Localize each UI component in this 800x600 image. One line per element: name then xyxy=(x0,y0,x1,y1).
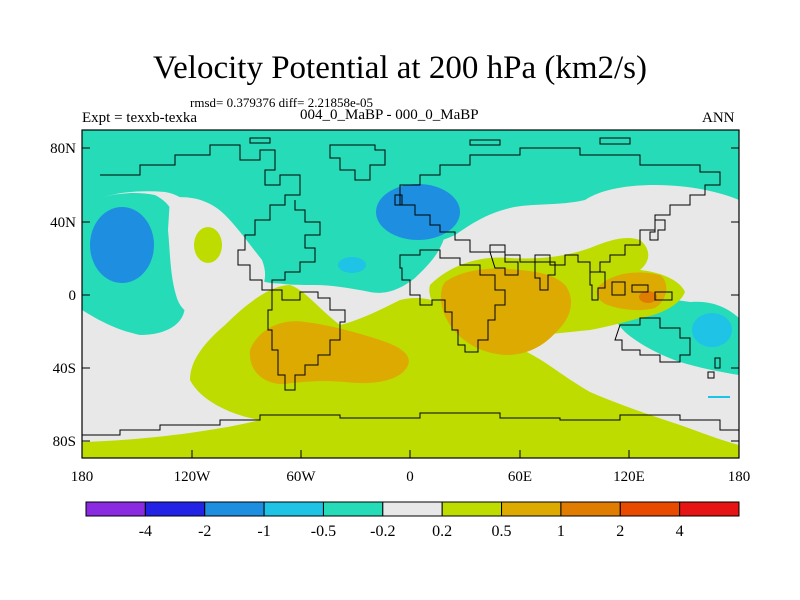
stats-text: rmsd= 0.379376 diff= 2.21858e-05 xyxy=(190,95,374,110)
plot-subtitle: 004_0_MaBP - 000_0_MaBP xyxy=(300,107,479,123)
colorbar-swatch xyxy=(382,501,443,517)
coast-arabia xyxy=(489,251,519,276)
colorbar-swatch xyxy=(204,501,265,517)
colorbar-swatch xyxy=(679,501,740,517)
field-yellowgreen-south xyxy=(82,285,739,458)
colorbar-label: 0.5 xyxy=(492,523,512,540)
lon-label: 120E xyxy=(613,469,645,485)
field-blue-europe xyxy=(376,184,460,240)
colorbar-label: 2 xyxy=(616,523,624,540)
colorbar-swatch xyxy=(144,501,206,517)
coast-north-america xyxy=(100,144,321,291)
colorbar-label: -4 xyxy=(139,523,152,540)
lat-label: 40N xyxy=(50,215,76,231)
colorbar-label: 1 xyxy=(557,523,565,540)
colorbar-swatch xyxy=(263,501,324,517)
season-label: ANN xyxy=(702,110,735,126)
coastlines xyxy=(82,137,739,436)
coast-australia xyxy=(614,317,691,363)
field-orange-africa xyxy=(440,268,572,355)
coast-maritime-3 xyxy=(654,291,673,301)
colorbar-labels: -4 -2 -1 -0.5 -0.2 0.2 0.5 1 2 4 xyxy=(139,523,684,540)
lat-label: 0 xyxy=(69,288,77,304)
lon-label: 60E xyxy=(508,469,532,485)
lon-label: 180 xyxy=(728,469,751,485)
colorbar-label: 4 xyxy=(676,523,684,540)
coast-indochina xyxy=(589,271,606,301)
lon-label: 120W xyxy=(174,469,212,485)
coast-eurasia xyxy=(399,147,721,273)
colorbar-label: 0.2 xyxy=(432,523,452,540)
lat-tick-labels: 80N 40N 0 40S 80S xyxy=(50,141,76,450)
plot-title: Velocity Potential at 200 hPa (km2/s) xyxy=(152,50,648,86)
colorbar-label: -0.2 xyxy=(370,523,395,540)
colorbar-label: -2 xyxy=(198,523,211,540)
colorbar-swatch xyxy=(560,501,621,517)
lat-label: 80S xyxy=(53,434,76,450)
colorbar-label: -0.5 xyxy=(311,523,336,540)
field-darkorange-core xyxy=(639,291,657,303)
field-blue-pacific xyxy=(90,207,154,283)
field-teal-atlantic xyxy=(265,235,445,293)
field-orange-southamerica xyxy=(249,321,409,385)
colorbar-swatch xyxy=(619,501,681,517)
coast-japan xyxy=(649,219,666,241)
lat-tick-marks xyxy=(82,147,739,442)
colorbar-swatch xyxy=(85,501,146,517)
experiment-label: Expt = texxb-texka xyxy=(82,110,198,126)
lon-label: 60W xyxy=(286,469,316,485)
lon-label: 0 xyxy=(406,469,414,485)
coast-greenland xyxy=(329,144,386,181)
coast-arctic-islands xyxy=(249,137,631,146)
lat-label: 80N xyxy=(50,141,76,157)
field-blue-southpacific xyxy=(692,313,732,347)
colorbar-swatch xyxy=(322,501,384,517)
lon-tick-marks xyxy=(81,450,740,458)
colorbar-swatch xyxy=(501,501,562,517)
coast-india xyxy=(534,261,556,291)
coast-new-zealand xyxy=(707,357,721,379)
coast-south-america xyxy=(267,289,346,391)
lon-tick-labels: 180 120W 60W 0 60E 120E 180 xyxy=(71,469,751,485)
coast-uk xyxy=(394,194,403,206)
field-cyan-dash xyxy=(708,396,730,398)
coast-maritime-1 xyxy=(611,281,626,296)
colorbar-swatch xyxy=(441,501,503,517)
coast-antarctica xyxy=(82,412,739,436)
lon-label: 180 xyxy=(71,469,94,485)
colorbar-label: -1 xyxy=(257,523,270,540)
coast-africa xyxy=(399,249,506,353)
coast-maritime-2 xyxy=(631,284,649,293)
field-blue-atlantic xyxy=(338,257,366,273)
colorbar xyxy=(85,501,740,517)
lat-label: 40S xyxy=(53,361,76,377)
field-yellowgreen-pacific-patch xyxy=(194,227,222,263)
